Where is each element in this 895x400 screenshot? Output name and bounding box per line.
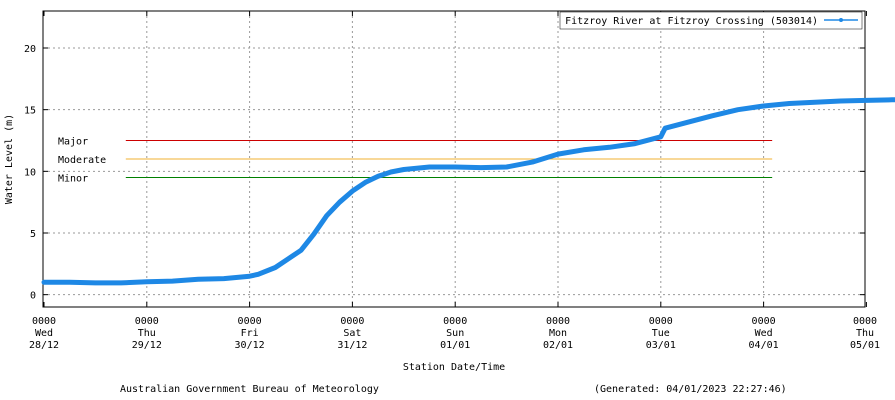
legend-marker: [839, 18, 843, 22]
threshold-label-major: Major: [58, 137, 88, 148]
flood-thresholds: Major Moderate Minor: [58, 137, 773, 185]
footer-credit: Australian Government Bureau of Meteorol…: [120, 384, 379, 395]
x-tick-label: Wed: [35, 328, 53, 339]
legend-entry-label: Fitzroy River at Fitzroy Crossing (50301…: [565, 16, 818, 27]
x-tick-label: Mon: [549, 328, 567, 339]
x-tick-label: Fri: [241, 328, 259, 339]
y-tick-label: 20: [24, 44, 36, 55]
x-tick-label: 31/12: [337, 340, 367, 351]
x-tick-label: 02/01: [543, 340, 573, 351]
x-tick-label: 05/01: [850, 340, 880, 351]
y-tick-label: 15: [24, 106, 36, 117]
x-tick-label: 28/12: [29, 340, 59, 351]
y-tick-label: 0: [30, 291, 36, 302]
x-axis-label: Station Date/Time: [403, 362, 505, 373]
x-tick-label: 01/01: [440, 340, 470, 351]
series-layer: [41, 97, 895, 286]
grid-lines: [43, 11, 865, 307]
x-tick-label: 29/12: [132, 340, 162, 351]
x-tick-label: 0000: [649, 316, 673, 327]
x-tick-label: 30/12: [235, 340, 265, 351]
x-tick-label: 0000: [853, 316, 877, 327]
series-line: [41, 97, 895, 286]
threshold-label-minor: Minor: [58, 174, 88, 185]
y-axis-label: Water Level (m): [4, 114, 15, 204]
y-tick-label: 5: [30, 229, 36, 240]
x-tick-label: Wed: [755, 328, 773, 339]
legend-box: [559, 11, 863, 30]
threshold-label-moderate: Moderate: [58, 155, 106, 166]
x-tick-label: 0000: [238, 316, 262, 327]
x-tick-label: Sun: [446, 328, 464, 339]
x-tick-label: 0000: [340, 316, 364, 327]
x-tick-label: Thu: [138, 328, 156, 339]
x-tick-label: 03/01: [646, 340, 676, 351]
footer-generated: (Generated: 04/01/2023 22:27:46): [594, 384, 787, 395]
y-axis-ticks: 0 5 10 15 20: [24, 44, 865, 302]
x-tick-label: 0000: [135, 316, 159, 327]
x-tick-label: Thu: [856, 328, 874, 339]
x-tick-label: 0000: [443, 316, 467, 327]
x-tick-label: 0000: [752, 316, 776, 327]
x-tick-label: Tue: [652, 328, 670, 339]
y-tick-label: 10: [24, 167, 36, 178]
x-tick-label: 04/01: [749, 340, 779, 351]
x-tick-label: 0000: [32, 316, 56, 327]
x-tick-label: Sat: [343, 328, 361, 339]
x-tick-label: 0000: [546, 316, 570, 327]
legend: Fitzroy River at Fitzroy Crossing (50301…: [559, 11, 863, 30]
x-axis-ticks: 0000Wed28/120000Thu29/120000Fri30/120000…: [29, 11, 880, 351]
